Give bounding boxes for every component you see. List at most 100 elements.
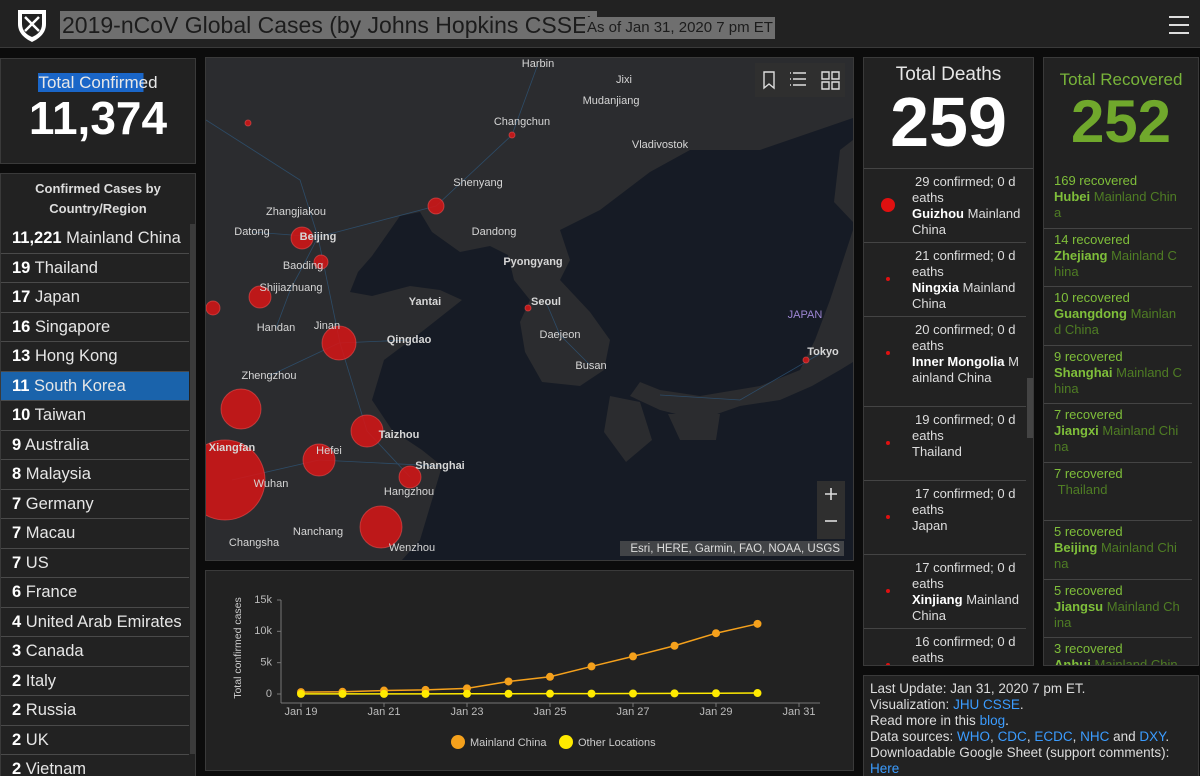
data-point xyxy=(546,689,554,698)
country-name: Malaysia xyxy=(25,465,91,483)
recovered-row[interactable]: 9 recovered Shanghai Mainland China xyxy=(1044,346,1192,404)
death-dot xyxy=(886,515,890,519)
country-name: Singapore xyxy=(34,317,111,336)
y-tick-label: 0 xyxy=(266,688,272,700)
legend-label: Mainland China xyxy=(470,737,547,749)
legend-button[interactable] xyxy=(790,72,806,86)
zoom-in[interactable] xyxy=(825,488,837,500)
x-tick-label: Jan 27 xyxy=(616,706,649,718)
region: Mainland China xyxy=(1054,540,1177,571)
country-row[interactable]: 2 Russia xyxy=(1,696,189,726)
country-name: South Korea xyxy=(34,376,126,395)
info-text: Data sources: xyxy=(870,729,958,744)
recovered-row[interactable]: 14 recovered Zhejiang Mainland China xyxy=(1044,229,1192,287)
death-row[interactable]: 19 confirmed; 0 deaths Thailand xyxy=(864,407,1026,481)
city-label: Zhengzhou xyxy=(241,370,296,382)
x-tick-label: Jan 21 xyxy=(367,706,400,718)
deaths: 0 deaths xyxy=(912,248,1016,279)
recovered: 5 recovered xyxy=(1054,582,1123,598)
country-row[interactable]: 13 Hong Kong xyxy=(1,342,189,372)
recovered-row[interactable]: 7 recovered Jiangxi Mainland China xyxy=(1044,404,1192,463)
country-row[interactable]: 2 Italy xyxy=(1,667,189,696)
link[interactable]: Here xyxy=(870,761,900,776)
link[interactable]: ECDC xyxy=(1034,729,1073,744)
city-label: Dandong xyxy=(472,226,517,238)
link[interactable]: CDC xyxy=(997,729,1027,744)
death-row[interactable]: 29 confirmed; 0 deaths Guizhou Mainland C… xyxy=(864,169,1026,243)
series-line xyxy=(300,623,758,693)
deaths: 0 deaths xyxy=(912,174,1016,205)
total-recovered-label: Total Recovered xyxy=(1059,70,1183,89)
case-circle xyxy=(359,505,403,549)
link[interactable]: DXY xyxy=(1139,729,1166,744)
data-point xyxy=(670,641,679,650)
country-row[interactable]: 19 Thailand xyxy=(1,254,189,283)
recovered-row[interactable]: 169 recovered Hubei Mainland China xyxy=(1044,170,1192,229)
confirmed: 16 confirmed; xyxy=(915,634,994,649)
death-row[interactable]: 16 confirmed; 0 deathsSingapore xyxy=(864,629,1026,665)
country-row[interactable]: 11,221 Mainland China xyxy=(1,224,189,254)
data-point xyxy=(712,689,720,698)
country-row[interactable]: 9 Australia xyxy=(1,431,189,460)
country-row[interactable]: 7 Germany xyxy=(1,490,189,519)
menu-button[interactable] xyxy=(1168,15,1190,35)
country-row[interactable]: 3 Canada xyxy=(1,637,189,667)
case-circle xyxy=(427,197,445,215)
case-circle xyxy=(206,300,221,316)
country-name: Italy xyxy=(25,671,57,690)
country-row[interactable]: 6 France xyxy=(1,578,189,608)
header: 2019-nCoV Global Cases (by Johns Hopkins… xyxy=(0,0,1200,48)
x-tick-label: Jan 19 xyxy=(284,706,317,718)
death-text: 19 confirmed; 0 deaths Thailand xyxy=(912,409,1022,476)
recovered-row[interactable]: 5 recovered Jiangsu Mainland China xyxy=(1044,580,1192,638)
recovered: 9 recovered xyxy=(1054,348,1123,364)
city-label: Busan xyxy=(575,360,606,372)
recovered-row[interactable]: 7 recovered Thailand xyxy=(1044,463,1192,521)
region: Thailand xyxy=(912,444,962,459)
bookmark-button[interactable] xyxy=(763,71,775,90)
death-row[interactable]: 21 confirmed; 0 deaths Ningxia Mainland C… xyxy=(864,243,1026,317)
country-row[interactable]: 7 Macau xyxy=(1,519,189,549)
death-row[interactable]: 17 confirmed; 0 deaths Japan xyxy=(864,481,1026,555)
country-row[interactable]: 7 US xyxy=(1,549,189,578)
dot-cell xyxy=(864,319,912,402)
link[interactable]: JHU CSSE xyxy=(953,697,1020,712)
country-row[interactable]: 16 Singapore xyxy=(1,313,189,342)
recovered-row[interactable]: 5 recovered Beijing Mainland China xyxy=(1044,521,1192,580)
data-point xyxy=(546,672,554,681)
country-row[interactable]: 11 South Korea xyxy=(1,371,189,401)
info-text: . xyxy=(1019,697,1024,712)
data-point xyxy=(463,689,471,698)
link[interactable]: blog xyxy=(979,713,1006,728)
link[interactable]: WHO xyxy=(957,729,991,744)
country-row[interactable]: 8 Malaysia xyxy=(1,460,189,490)
recovered: 5 recovered xyxy=(1054,524,1123,539)
recovered-row[interactable]: 10 recovered Guangdong Mainland China xyxy=(1044,287,1192,346)
country-count: 4 xyxy=(12,612,22,631)
case-circle xyxy=(802,356,810,364)
legend-swatch xyxy=(559,735,573,749)
region: Thailand xyxy=(1057,481,1108,497)
total-deaths-label: Total Deaths xyxy=(895,64,1002,85)
case-circle xyxy=(244,119,252,127)
country-name: Japan xyxy=(34,288,80,306)
link[interactable]: NHC xyxy=(1080,729,1110,744)
country-row[interactable]: 10 Taiwan xyxy=(1,401,189,431)
scrollbar xyxy=(1027,378,1033,438)
country-row[interactable]: 2 UK xyxy=(1,726,189,755)
basemap-button[interactable] xyxy=(821,71,840,90)
death-row[interactable]: 20 confirmed; 0 deaths Inner Mongolia Mai… xyxy=(864,317,1026,407)
country-row[interactable]: 4 United Arab Emirates xyxy=(1,608,189,637)
deaths: 0 deaths xyxy=(912,322,1016,353)
country-row[interactable]: 2 Vietnam xyxy=(1,755,189,776)
country-row[interactable]: 17 Japan xyxy=(1,283,189,313)
info-line: Last Update: Jan 31, 2020 7 pm ET. xyxy=(870,681,1192,697)
total-confirmed-label: Total Confirmed xyxy=(1,73,195,93)
country-name: Thailand xyxy=(34,258,98,277)
country-name: Mainland China xyxy=(66,229,181,247)
data-point xyxy=(712,629,720,638)
death-row[interactable]: 17 confirmed; 0 deaths Xinjiang Mainland … xyxy=(864,555,1026,629)
region: Mainland China xyxy=(1054,189,1177,220)
info-text: Downloadable Google Sheet (support comme… xyxy=(870,745,1170,760)
